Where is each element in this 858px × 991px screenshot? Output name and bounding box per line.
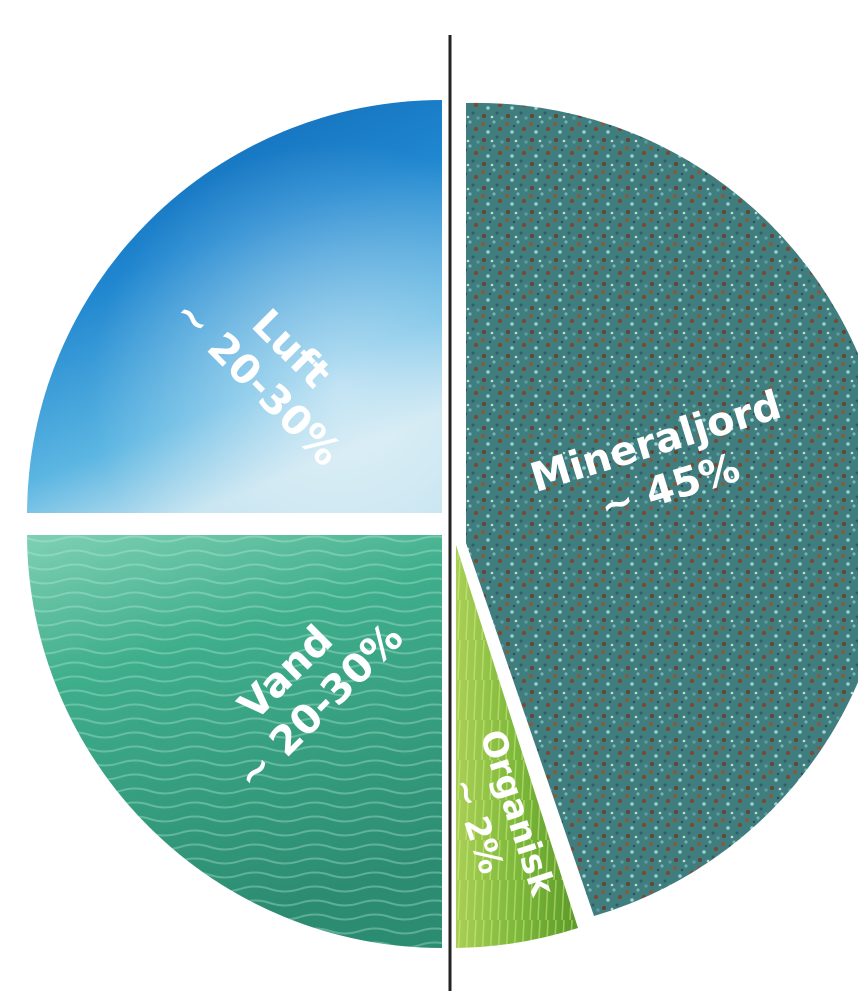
slice-mineraljord — [466, 102, 858, 916]
slice-luft — [27, 100, 442, 513]
slice-vand — [27, 535, 442, 948]
slice-organisk — [456, 545, 578, 948]
